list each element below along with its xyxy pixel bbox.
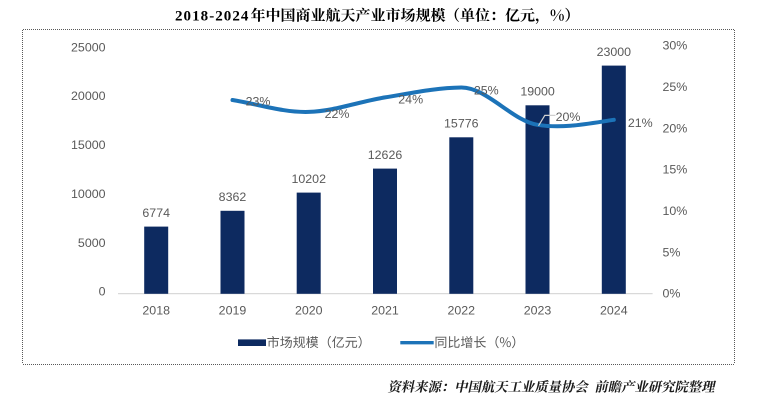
svg-text:10%: 10%: [663, 204, 688, 218]
svg-text:2018-2024: 2018-2024: [175, 9, 249, 25]
svg-text:12626: 12626: [368, 148, 403, 162]
svg-text:23%: 23%: [246, 94, 271, 108]
svg-text:5000: 5000: [78, 236, 106, 250]
svg-text:15776: 15776: [444, 117, 479, 131]
svg-text:24%: 24%: [398, 93, 423, 107]
svg-text:25%: 25%: [474, 83, 499, 97]
svg-text:21%: 21%: [628, 116, 653, 130]
svg-text:0%: 0%: [663, 287, 681, 301]
svg-text:2023: 2023: [524, 304, 552, 318]
svg-text:25000: 25000: [71, 40, 106, 54]
svg-text:2019: 2019: [219, 304, 247, 318]
svg-text:2018: 2018: [142, 304, 170, 318]
svg-text:25%: 25%: [663, 80, 688, 94]
svg-text:0: 0: [99, 285, 106, 299]
svg-text:15000: 15000: [71, 138, 106, 152]
svg-text:2020: 2020: [295, 304, 323, 318]
svg-text:10000: 10000: [71, 187, 106, 201]
svg-text:2024: 2024: [600, 304, 628, 318]
svg-text:5%: 5%: [663, 245, 681, 259]
svg-text:30%: 30%: [663, 39, 688, 53]
svg-text:20000: 20000: [71, 89, 106, 103]
svg-text:2022: 2022: [447, 304, 475, 318]
svg-text:20%: 20%: [556, 110, 581, 124]
svg-text:6774: 6774: [142, 206, 170, 220]
svg-text:22%: 22%: [325, 107, 350, 121]
svg-text:20%: 20%: [663, 121, 688, 135]
svg-text:10202: 10202: [292, 172, 327, 186]
svg-text:2021: 2021: [371, 304, 399, 318]
svg-text:23000: 23000: [597, 45, 632, 59]
svg-text:15%: 15%: [663, 163, 688, 177]
svg-text:19000: 19000: [520, 85, 555, 99]
svg-text:8362: 8362: [219, 190, 247, 204]
